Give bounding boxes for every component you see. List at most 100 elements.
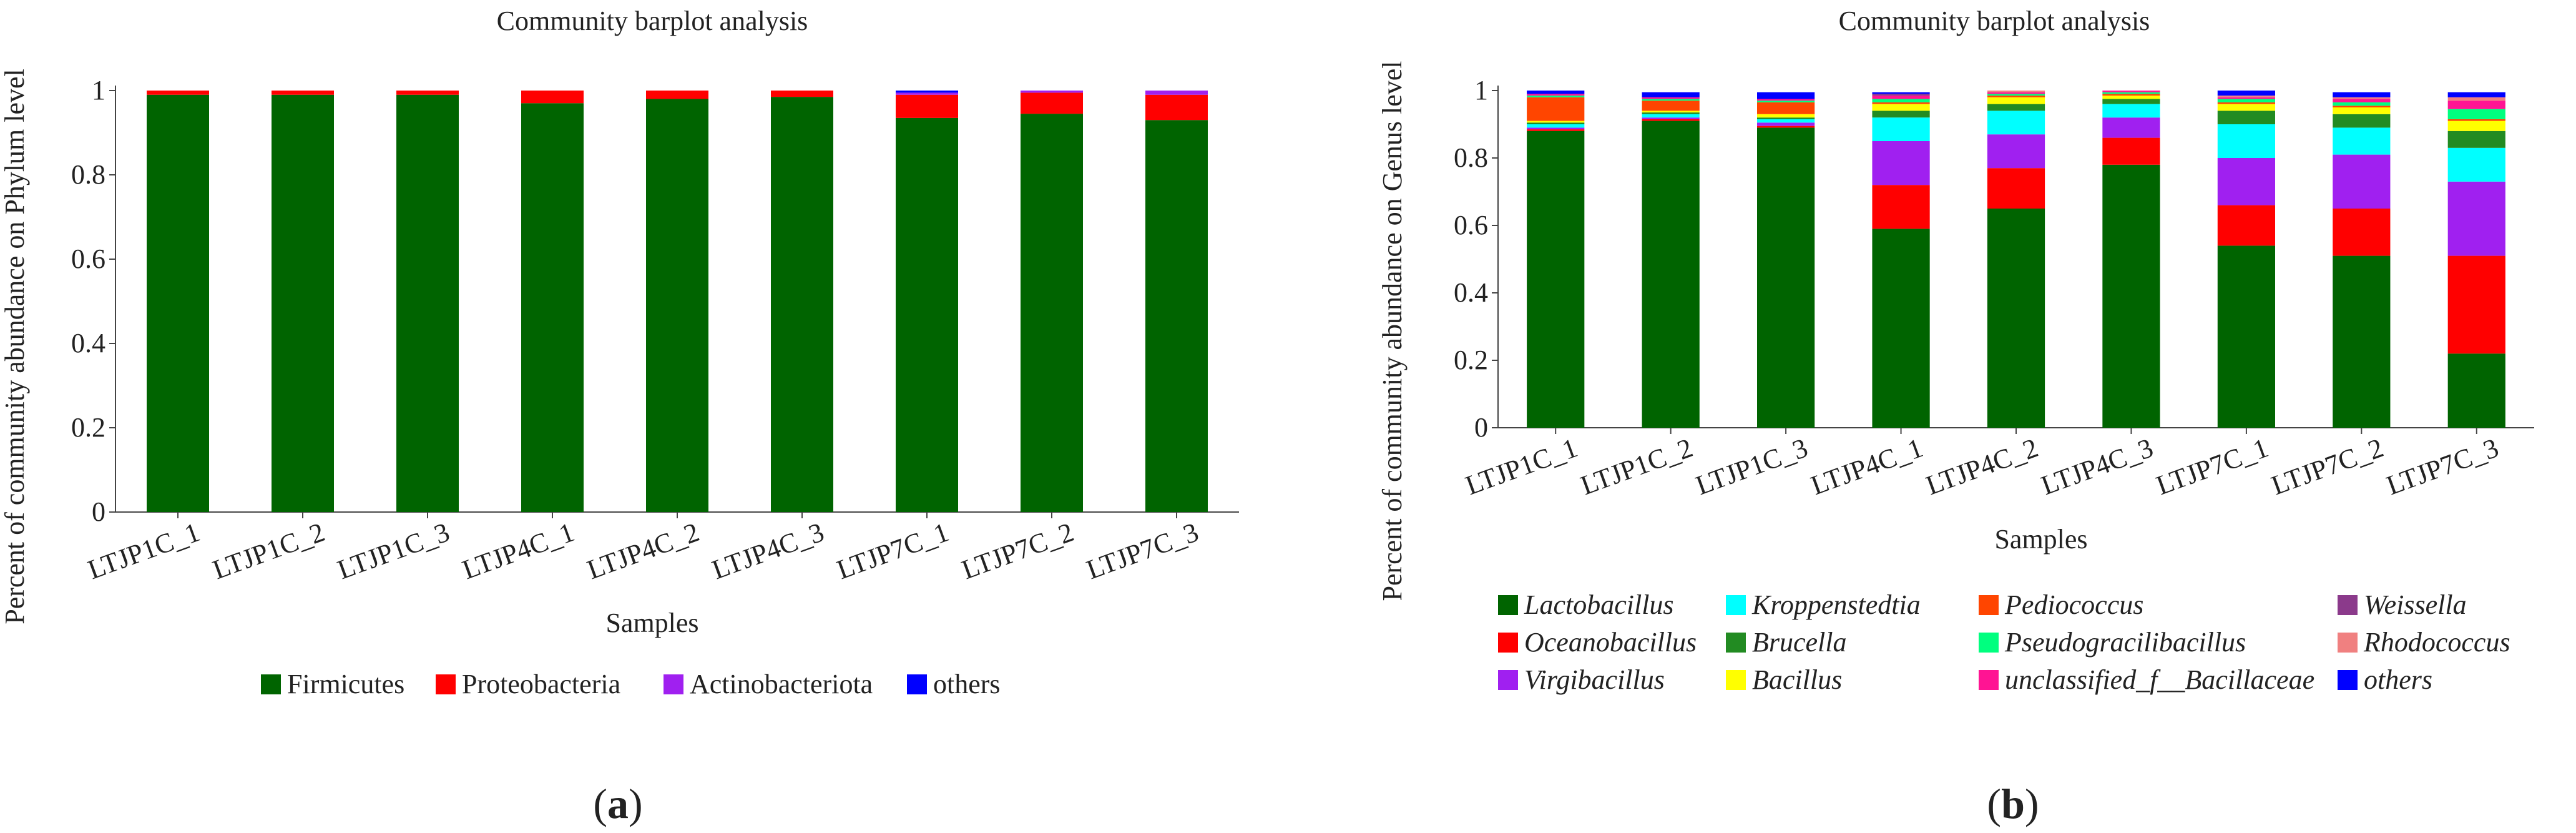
bar-segment — [2333, 107, 2391, 114]
panel-caption-a: (a) — [593, 780, 642, 827]
x-tick-label: LTJP4C_3 — [708, 516, 828, 585]
bar-segment — [521, 91, 584, 104]
bar-segment — [1757, 117, 1815, 119]
bar-segment — [2447, 131, 2505, 148]
legend-swatch — [1726, 595, 1746, 615]
bar-segment — [1642, 121, 1700, 428]
bar-segment — [1527, 122, 1585, 124]
bar-segment — [896, 94, 958, 118]
legend-swatch — [1498, 595, 1518, 615]
legend-swatch — [1726, 633, 1746, 653]
bar-segment — [2333, 154, 2391, 209]
bar-segment — [2102, 164, 2160, 428]
x-axis-label: Samples — [1994, 524, 2087, 555]
bar-segment — [1642, 92, 1700, 97]
bar-segment — [2333, 99, 2391, 102]
legend-label: Rhodococcus — [2363, 627, 2510, 658]
bar-segment — [2447, 101, 2505, 109]
bar-segment — [2217, 91, 2275, 96]
bar-segment — [2333, 97, 2391, 99]
bar-segment — [1872, 111, 1930, 118]
bar-segment — [1987, 97, 2045, 104]
x-tick-label: LTJP1C_3 — [333, 516, 453, 585]
bar-segment — [2217, 102, 2275, 104]
bar-segment — [2333, 106, 2391, 107]
y-axis-label: Percent of community abundance on Genus … — [1377, 61, 1408, 601]
bar-segment — [1987, 134, 2045, 169]
legend-label: Pediococcus — [2004, 589, 2143, 620]
bar-segment — [396, 94, 459, 512]
legend-swatch — [2338, 633, 2358, 653]
panel-caption-letter: a — [607, 780, 629, 827]
bar-segment — [2447, 109, 2505, 119]
bar-segment — [1527, 127, 1585, 130]
x-axis-label: Samples — [605, 608, 698, 638]
bar-segment — [1642, 117, 1700, 119]
x-tick-label: LTJP4C_2 — [583, 516, 703, 585]
legend-label: unclassified_f__Bacillaceae — [2005, 664, 2314, 695]
bar-segment — [896, 117, 958, 512]
legend-swatch — [1498, 633, 1518, 653]
bar-segment — [1987, 91, 2045, 92]
bar-segment — [1642, 111, 1700, 113]
bar-segment — [2447, 92, 2505, 97]
legend-swatch — [2338, 670, 2358, 690]
bar-segment — [1987, 94, 2045, 96]
genus-legend: Lactobacillus Kroppenstedtia Pediococcus We… — [1498, 589, 2510, 695]
bar-segment — [272, 91, 334, 95]
bar-segment — [521, 103, 584, 512]
bar-segment — [2447, 119, 2505, 121]
x-tick-label: LTJP4C_3 — [2037, 432, 2157, 501]
bar-segment — [147, 91, 209, 95]
bar-segment — [2102, 99, 2160, 104]
bar-segment — [1642, 101, 1700, 111]
bar-segment — [1872, 102, 1930, 104]
bar-segment — [1527, 131, 1585, 428]
bar-segment — [1145, 120, 1208, 512]
bar-segment — [896, 91, 958, 93]
y-tick-label: 0.6 — [71, 244, 105, 274]
bar-segment — [1757, 122, 1815, 126]
bar-segment — [1872, 141, 1930, 185]
legend-swatch — [2338, 595, 2358, 615]
legend-label: Virgibacillus — [1524, 664, 1665, 695]
bar-segment — [1527, 97, 1585, 121]
bar-segment — [1987, 111, 2045, 135]
legend-label: Kroppenstedtia — [1751, 589, 1921, 620]
bar-segment — [2217, 96, 2275, 97]
bar-segment — [2447, 255, 2505, 354]
bar-segment — [1872, 229, 1930, 428]
y-tick-label: 0.4 — [71, 328, 105, 358]
bar-segment — [1145, 94, 1208, 121]
bar-segment — [1642, 112, 1700, 114]
bar-segment — [2217, 124, 2275, 158]
bar-segment — [2217, 245, 2275, 428]
legend-label: Firmicutes — [287, 669, 404, 699]
bar-segment — [2447, 181, 2505, 256]
bar-segment — [1987, 96, 2045, 97]
bar-segment — [1527, 94, 1585, 96]
bar-segment — [1872, 94, 1930, 96]
legend-swatch — [436, 674, 456, 694]
panel-caption-letter: b — [2001, 780, 2025, 827]
phylum-legend: Firmicutes Proteobacteria Actinobacteriota… — [261, 669, 1001, 699]
y-tick-label: 0 — [92, 496, 105, 527]
legend-swatch — [1498, 670, 1518, 690]
x-tick-label: LTJP4C_1 — [1807, 432, 1927, 501]
bar-segment — [2217, 158, 2275, 205]
y-tick-label: 0.8 — [71, 159, 105, 190]
bar-segment — [2447, 97, 2505, 101]
bar-segment — [1642, 119, 1700, 121]
legend-swatch — [1979, 633, 1999, 653]
phylum-chart-panel: Community barplot analysis 0 0.2 0.4 0.6 0.8… — [0, 6, 1239, 827]
legend-label: Bacillus — [1752, 664, 1842, 695]
bar-segment — [2217, 104, 2275, 111]
bar-segment — [2217, 205, 2275, 246]
bar-segment — [1021, 114, 1083, 512]
x-tick-label: LTJP7C_2 — [957, 516, 1077, 585]
bar-segment — [1872, 185, 1930, 229]
bar-segment — [2102, 94, 2160, 96]
bar-segment — [2447, 353, 2505, 428]
bar-segment — [1642, 97, 1700, 99]
